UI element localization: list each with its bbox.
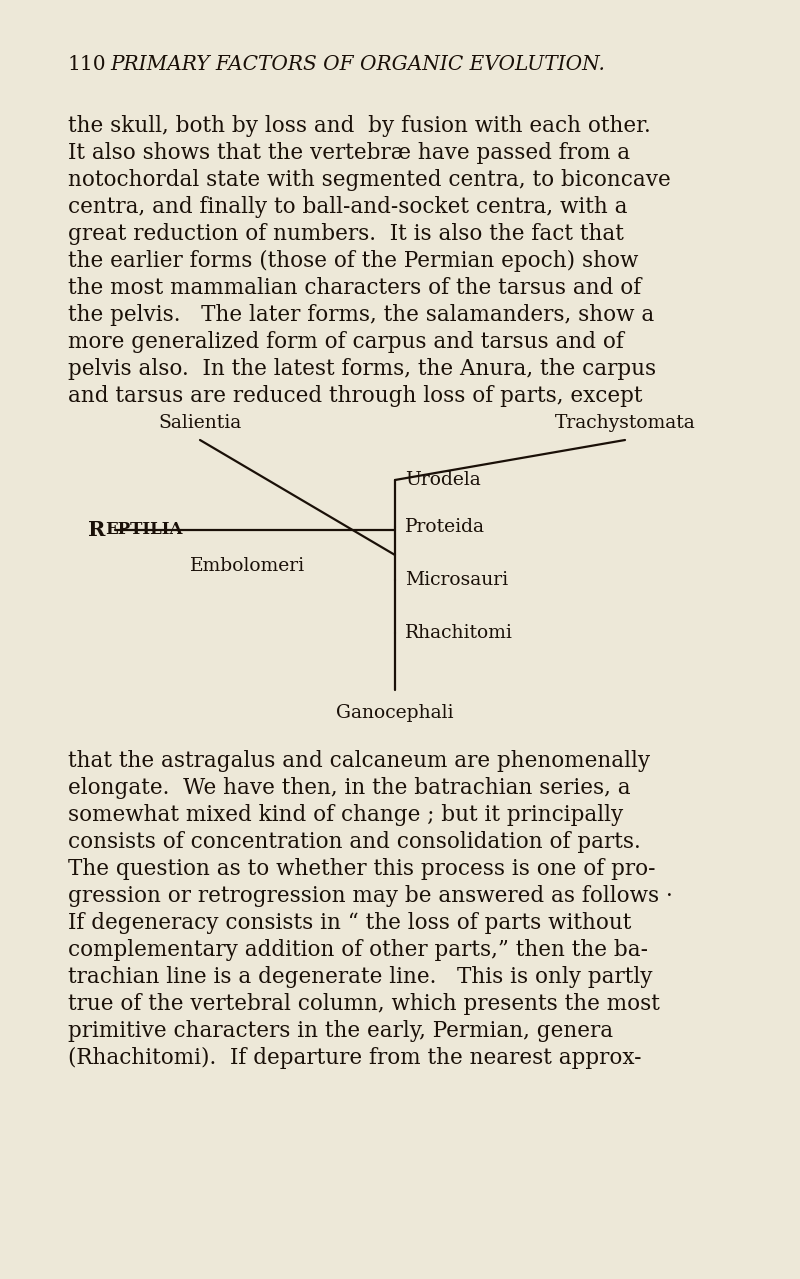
Text: primitive characters in the early, Permian, genera: primitive characters in the early, Permi… <box>68 1019 613 1042</box>
Text: Embolomeri: Embolomeri <box>190 556 306 576</box>
Text: pelvis also.  In the latest forms, the Anura, the carpus: pelvis also. In the latest forms, the An… <box>68 358 656 380</box>
Text: the earlier forms (those of the Permian epoch) show: the earlier forms (those of the Permian … <box>68 249 638 272</box>
Text: elongate.  We have then, in the batrachian series, a: elongate. We have then, in the batrachia… <box>68 778 630 799</box>
Text: more generalized form of carpus and tarsus and of: more generalized form of carpus and tars… <box>68 331 624 353</box>
Text: EPTILIA: EPTILIA <box>105 522 182 538</box>
Text: Salientia: Salientia <box>158 414 242 432</box>
Text: the skull, both by loss and  by fusion with each other.: the skull, both by loss and by fusion wi… <box>68 115 650 137</box>
Text: It also shows that the vertebræ have passed from a: It also shows that the vertebræ have pas… <box>68 142 630 164</box>
Text: the most mammalian characters of the tarsus and of: the most mammalian characters of the tar… <box>68 278 642 299</box>
Text: centra, and finally to ball-and-socket centra, with a: centra, and finally to ball-and-socket c… <box>68 196 627 217</box>
Text: that the astragalus and calcaneum are phenomenally: that the astragalus and calcaneum are ph… <box>68 749 650 773</box>
Text: great reduction of numbers.  It is also the fact that: great reduction of numbers. It is also t… <box>68 223 624 246</box>
Text: Urodela: Urodela <box>405 471 481 489</box>
Text: Microsauri: Microsauri <box>405 570 508 590</box>
Text: If degeneracy consists in “ the loss of parts without: If degeneracy consists in “ the loss of … <box>68 912 631 934</box>
Text: Rhachitomi: Rhachitomi <box>405 624 513 642</box>
Text: Proteida: Proteida <box>405 518 485 536</box>
Text: trachian line is a degenerate line.   This is only partly: trachian line is a degenerate line. This… <box>68 966 653 987</box>
Text: complementary addition of other parts,” then the ba-: complementary addition of other parts,” … <box>68 939 648 961</box>
Text: and tarsus are reduced through loss of parts, except: and tarsus are reduced through loss of p… <box>68 385 642 407</box>
Text: the pelvis.   The later forms, the salamanders, show a: the pelvis. The later forms, the salaman… <box>68 304 654 326</box>
Text: PRIMARY FACTORS OF ORGANIC EVOLUTION.: PRIMARY FACTORS OF ORGANIC EVOLUTION. <box>110 55 605 74</box>
Text: notochordal state with segmented centra, to biconcave: notochordal state with segmented centra,… <box>68 169 670 191</box>
Text: (Rhachitomi).  If departure from the nearest approx-: (Rhachitomi). If departure from the near… <box>68 1048 642 1069</box>
Text: gression or retrogression may be answered as follows ·: gression or retrogression may be answere… <box>68 885 673 907</box>
Text: The question as to whether this process is one of pro-: The question as to whether this process … <box>68 858 655 880</box>
Text: somewhat mixed kind of change ; but it principally: somewhat mixed kind of change ; but it p… <box>68 804 623 826</box>
Text: Trachystomata: Trachystomata <box>554 414 695 432</box>
Text: 110: 110 <box>68 55 106 74</box>
Text: consists of concentration and consolidation of parts.: consists of concentration and consolidat… <box>68 831 641 853</box>
Text: R: R <box>88 521 105 540</box>
Text: true of the vertebral column, which presents the most: true of the vertebral column, which pres… <box>68 993 660 1016</box>
Text: Ganocephali: Ganocephali <box>336 703 454 723</box>
